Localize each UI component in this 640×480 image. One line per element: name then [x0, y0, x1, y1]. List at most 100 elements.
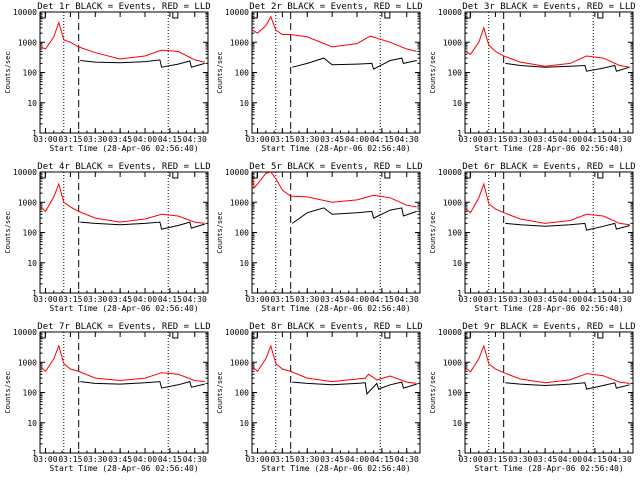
plot-frame	[39, 331, 209, 454]
y-tick-label: 1	[32, 449, 37, 458]
y-tick-label: 100	[448, 69, 463, 78]
y-axis-label: Counts/sec	[216, 51, 224, 93]
x-axis-label: Start Time (28-Apr-06 02:56:40)	[474, 144, 623, 153]
box-marker	[251, 332, 258, 339]
x-tick-label: 03:30	[295, 295, 319, 304]
box-marker	[172, 332, 179, 339]
x-tick-label: 03:45	[533, 455, 557, 464]
x-tick-label: 04:00	[133, 135, 157, 144]
x-tick-label: 04:00	[345, 295, 369, 304]
x-tick-label: 03:00	[458, 135, 482, 144]
events-series-line	[292, 57, 417, 70]
y-tick-label: 1000	[18, 358, 37, 367]
panel-title: Det 7r BLACK = Events, RED = LLD	[37, 322, 210, 332]
x-tick-label: 03:30	[295, 135, 319, 144]
y-tick-label: 100	[235, 229, 250, 238]
x-tick-label: 04:15	[370, 455, 394, 464]
panel-title: Det 6r BLACK = Events, RED = LLD	[462, 162, 635, 172]
box-marker	[464, 12, 471, 19]
box-marker	[172, 172, 179, 179]
x-tick-label: 03:45	[320, 455, 344, 464]
x-tick-label: 04:30	[608, 295, 632, 304]
x-tick-label: 03:00	[245, 455, 269, 464]
box-marker	[384, 332, 391, 339]
panel-det-8: Det 8r BLACK = Events, RED = LLD 1 10 100 10…	[216, 322, 423, 473]
y-axis-label: Counts/sec	[4, 211, 12, 253]
y-tick-label: 10	[239, 99, 249, 108]
x-axis-label: Start Time (28-Apr-06 02:56:40)	[261, 304, 410, 313]
box-marker	[251, 12, 258, 19]
plot-frame	[251, 171, 421, 294]
box-marker	[464, 332, 471, 339]
y-tick-label: 10000	[438, 328, 462, 337]
x-tick-label: 04:15	[583, 455, 607, 464]
x-tick-label: 04:30	[608, 455, 632, 464]
y-tick-label: 1000	[443, 358, 462, 367]
x-tick-label: 04:00	[133, 295, 157, 304]
y-axis-label: Counts/sec	[429, 371, 437, 413]
x-tick-label: 04:15	[583, 135, 607, 144]
y-tick-label: 1	[457, 449, 462, 458]
x-tick-label: 04:15	[583, 295, 607, 304]
x-tick-label: 04:00	[345, 135, 369, 144]
y-axis-label: Counts/sec	[429, 51, 437, 93]
panel-det-6: Det 6r BLACK = Events, RED = LLD 1 10 100 10…	[429, 162, 636, 313]
y-tick-label: 1	[244, 129, 249, 138]
y-tick-label: 10000	[13, 168, 37, 177]
y-tick-label: 1000	[230, 198, 249, 207]
x-tick-label: 03:00	[245, 135, 269, 144]
panel-title: Det 4r BLACK = Events, RED = LLD	[37, 162, 210, 172]
box-marker	[172, 12, 179, 19]
x-tick-label: 04:15	[158, 135, 182, 144]
panel-det-2: Det 2r BLACK = Events, RED = LLD 1 10 100 10…	[216, 2, 423, 153]
x-tick-label: 03:30	[508, 135, 532, 144]
panel-title: Det 1r BLACK = Events, RED = LLD	[37, 2, 210, 12]
x-tick-label: 03:15	[483, 135, 507, 144]
x-tick-label: 03:30	[83, 135, 107, 144]
lld-series-line	[252, 344, 417, 384]
x-tick-label: 03:15	[270, 295, 294, 304]
x-tick-label: 03:30	[295, 455, 319, 464]
y-tick-label: 10000	[225, 168, 249, 177]
panel-det-7: Det 7r BLACK = Events, RED = LLD 1 10 100 10…	[4, 322, 211, 473]
x-tick-label: 04:15	[158, 295, 182, 304]
y-tick-label: 1	[457, 129, 462, 138]
lld-series-line	[40, 182, 205, 224]
plot-frame	[39, 11, 209, 134]
lld-series-line	[252, 15, 417, 52]
lld-series-line	[465, 26, 630, 68]
plot-frame	[464, 11, 634, 134]
y-tick-label: 10000	[438, 8, 462, 17]
y-tick-label: 1000	[18, 38, 37, 47]
y-tick-label: 10000	[225, 8, 249, 17]
x-tick-label: 04:15	[158, 455, 182, 464]
x-tick-label: 04:30	[608, 135, 632, 144]
y-tick-label: 1	[32, 289, 37, 298]
x-tick-label: 04:15	[370, 295, 394, 304]
x-tick-label: 03:30	[508, 295, 532, 304]
lld-series-line	[465, 344, 630, 384]
x-tick-label: 03:45	[108, 295, 132, 304]
box-marker	[597, 172, 604, 179]
y-tick-label: 10	[27, 99, 37, 108]
x-axis-label: Start Time (28-Apr-06 02:56:40)	[49, 464, 198, 473]
events-series-line	[80, 380, 205, 389]
panel-det-5: Det 5r BLACK = Events, RED = LLD 1 10 100 10…	[216, 162, 423, 313]
box-marker	[39, 172, 46, 179]
x-tick-label: 03:45	[533, 135, 557, 144]
x-tick-label: 03:00	[33, 455, 57, 464]
y-tick-label: 100	[23, 389, 38, 398]
panel-title: Det 9r BLACK = Events, RED = LLD	[462, 322, 635, 332]
plot-frame	[464, 171, 634, 294]
x-tick-label: 04:30	[395, 455, 419, 464]
x-tick-label: 04:30	[183, 135, 207, 144]
y-axis-label: Counts/sec	[4, 51, 12, 93]
x-tick-label: 03:30	[83, 455, 107, 464]
y-tick-label: 1000	[230, 358, 249, 367]
x-tick-label: 03:15	[58, 295, 82, 304]
lld-series-line	[252, 171, 417, 208]
x-tick-label: 03:45	[533, 295, 557, 304]
x-tick-label: 03:45	[320, 295, 344, 304]
x-tick-label: 04:15	[370, 135, 394, 144]
x-tick-label: 03:15	[483, 295, 507, 304]
